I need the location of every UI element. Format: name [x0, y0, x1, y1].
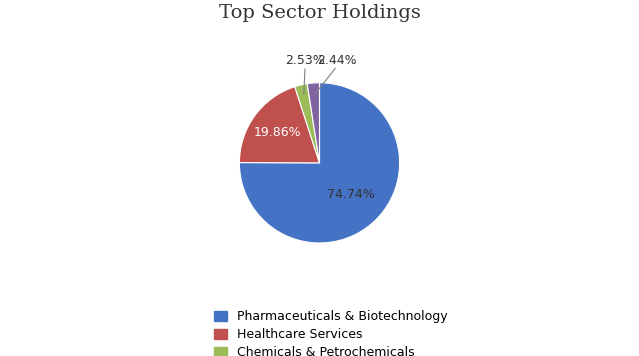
Text: 74.74%: 74.74% [327, 188, 374, 200]
Title: Top Sector Holdings: Top Sector Holdings [219, 4, 420, 22]
Wedge shape [240, 83, 399, 243]
Wedge shape [295, 84, 320, 163]
Text: 2.44%: 2.44% [318, 54, 357, 67]
Text: 19.86%: 19.86% [254, 126, 301, 139]
Text: 2.53%: 2.53% [285, 54, 325, 67]
Wedge shape [307, 83, 320, 163]
Wedge shape [240, 87, 320, 163]
Legend: Pharmaceuticals & Biotechnology, Healthcare Services, Chemicals & Petrochemicals: Pharmaceuticals & Biotechnology, Healthc… [214, 310, 447, 356]
